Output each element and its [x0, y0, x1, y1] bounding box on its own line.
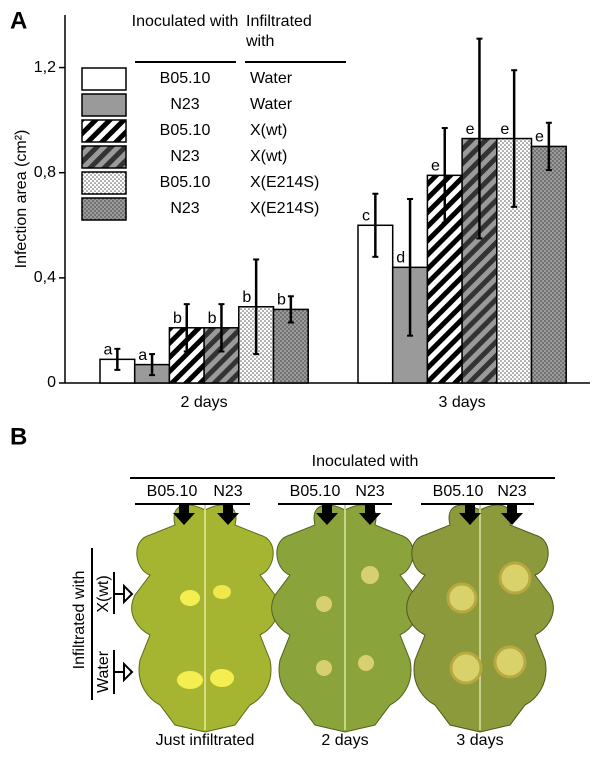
legend-inoculated: B05.10: [160, 70, 211, 87]
lesion: [498, 561, 532, 595]
lesion: [449, 651, 483, 685]
significance-letter: a: [138, 347, 147, 364]
y-tick-label: 0: [47, 374, 56, 391]
y-tick-label: 0,4: [34, 269, 56, 286]
x-tick-label: 2 days: [181, 394, 228, 411]
lesion: [210, 669, 234, 687]
legend-inoculated: B05.10: [160, 122, 211, 139]
legend-header-text: Inoculated with: [131, 13, 239, 30]
significance-letter: b: [242, 289, 251, 306]
leaf-caption: 2 days: [321, 732, 368, 749]
y-axis-label: Infection area (cm²): [13, 130, 30, 269]
leaves: [131, 504, 554, 733]
legend-swatch: [81, 93, 127, 117]
legend-inoculated: N23: [170, 96, 199, 113]
side-label: Water: [95, 650, 112, 693]
significance-letter: b: [173, 310, 182, 327]
strain-label: B05.10: [433, 483, 484, 500]
y-tick-label: 1,2: [34, 59, 56, 76]
legend-swatch: [81, 171, 127, 195]
y-tick-label: 0,8: [34, 164, 56, 181]
side-label: X(wt): [95, 575, 112, 612]
significance-letter: e: [500, 121, 509, 138]
significance-letter: e: [431, 158, 440, 175]
significance-letter: b: [208, 310, 217, 327]
side-arrow: [113, 572, 134, 614]
legend-infiltrated: X(E214S): [250, 174, 319, 191]
legend-swatch: [81, 119, 127, 143]
inoculated-header: Inoculated with: [312, 453, 419, 470]
lesion: [316, 660, 332, 676]
leaf-caption: Just infiltrated: [156, 732, 255, 749]
legend-header: Infiltrated with: [246, 13, 312, 50]
strain-label: N23: [497, 483, 526, 500]
bar: [530, 145, 567, 384]
significance-letter: c: [362, 208, 370, 225]
legend-inoculated: N23: [170, 148, 199, 165]
strain-label: N23: [355, 483, 384, 500]
legend-swatch: [81, 197, 127, 221]
lesion: [177, 671, 203, 689]
strain-label: B05.10: [290, 483, 341, 500]
legend-swatch: [81, 67, 127, 91]
legend-swatch: [81, 145, 127, 169]
legend-infiltrated: X(E214S): [250, 200, 319, 217]
legend-infiltrated: X(wt): [250, 122, 287, 139]
legend-infiltrated: Water: [250, 70, 293, 87]
lesion: [213, 585, 231, 599]
lesion: [493, 645, 527, 679]
significance-letter: e: [466, 121, 475, 138]
side-header: Infiltrated with: [71, 571, 88, 670]
significance-letter: a: [104, 342, 113, 359]
legend-inoculated: B05.10: [160, 174, 211, 191]
legend-header: Inoculated with: [131, 13, 239, 30]
lesion: [316, 596, 332, 612]
legend-header-text: Infiltrated with: [246, 13, 312, 50]
legend-inoculated: N23: [170, 200, 199, 217]
panel-label: B: [10, 423, 27, 450]
legend-infiltrated: Water: [250, 96, 293, 113]
significance-letter: d: [396, 250, 405, 267]
legend-infiltrated: X(wt): [250, 148, 287, 165]
significance-letter: b: [277, 292, 286, 309]
leaf-caption: 3 days: [456, 732, 503, 749]
lesion: [358, 655, 374, 671]
lesion: [446, 582, 478, 614]
strain-label: B05.10: [147, 483, 198, 500]
strain-label: N23: [213, 483, 242, 500]
panel-label: A: [10, 7, 27, 34]
lesion: [180, 590, 200, 606]
side-arrow: [113, 650, 134, 694]
significance-letter: e: [535, 129, 544, 146]
x-tick-label: 3 days: [439, 394, 486, 411]
lesion: [361, 566, 379, 584]
